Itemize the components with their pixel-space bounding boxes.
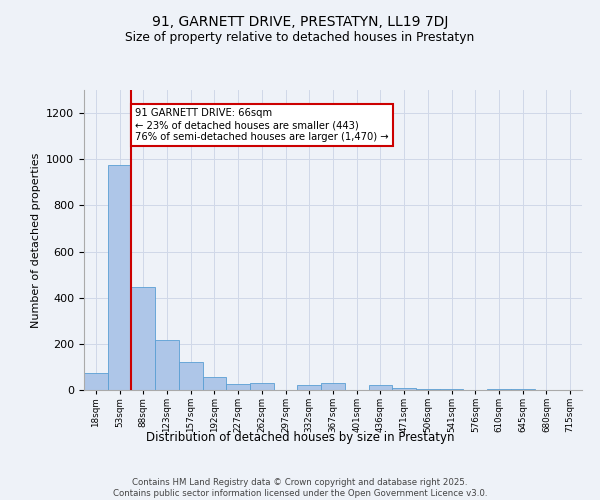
Text: Distribution of detached houses by size in Prestatyn: Distribution of detached houses by size … [146,431,454,444]
Bar [226,384,250,390]
Bar [203,378,226,390]
Bar [155,340,179,390]
Text: 91, GARNETT DRIVE, PRESTATYN, LL19 7DJ: 91, GARNETT DRIVE, PRESTATYN, LL19 7DJ [152,15,448,29]
Bar [179,362,203,390]
Bar [108,165,131,390]
Text: Contains HM Land Registry data © Crown copyright and database right 2025.
Contai: Contains HM Land Registry data © Crown c… [113,478,487,498]
Bar [511,389,535,390]
Bar [440,389,463,390]
Text: Size of property relative to detached houses in Prestatyn: Size of property relative to detached ho… [125,31,475,44]
Y-axis label: Number of detached properties: Number of detached properties [31,152,41,328]
Bar [131,288,155,390]
Bar [250,383,274,390]
Bar [392,388,416,390]
Bar [368,386,392,390]
Bar [321,383,345,390]
Bar [298,386,321,390]
Bar [487,389,511,390]
Text: 91 GARNETT DRIVE: 66sqm
← 23% of detached houses are smaller (443)
76% of semi-d: 91 GARNETT DRIVE: 66sqm ← 23% of detache… [135,108,389,142]
Bar [416,389,440,390]
Bar [84,372,108,390]
